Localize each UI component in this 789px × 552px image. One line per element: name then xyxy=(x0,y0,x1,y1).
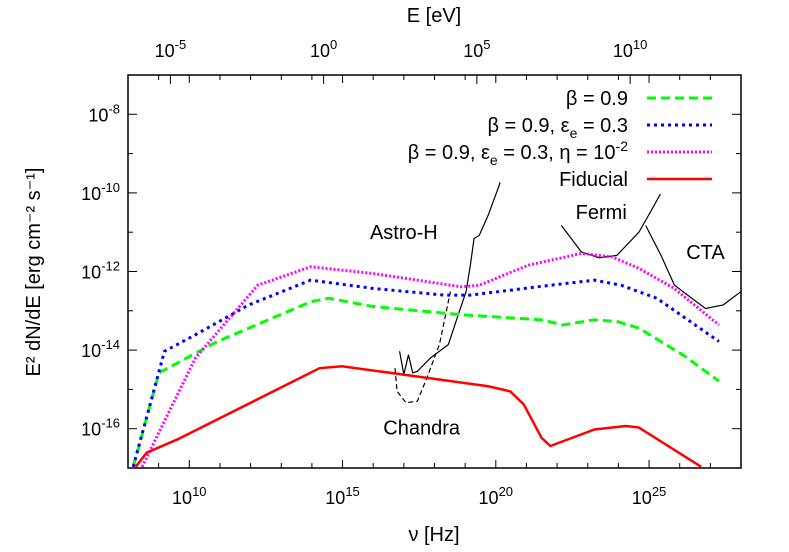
sensitivity-label-cta: CTA xyxy=(686,242,725,264)
y-axis-label: E² dN/dE [erg cm⁻² s⁻¹] xyxy=(23,168,45,377)
x-tick-label: 1020 xyxy=(479,484,514,508)
sensitivity-curve-cta xyxy=(645,225,741,310)
y-tick-label: 10-14 xyxy=(81,337,120,361)
series-line-0 xyxy=(131,296,720,468)
top-axis-label: E [eV] xyxy=(407,5,461,27)
sensitivity-curve-chandra xyxy=(394,291,452,404)
series-line-2 xyxy=(140,251,720,468)
legend: β = 0.9 β = 0.9, εe = 0.3β = 0.9, εe = 0.… xyxy=(408,88,712,191)
x2-tick-label: 105 xyxy=(463,37,490,61)
curves-layer: Astro-H Chandra Fermi CTA xyxy=(131,182,741,468)
legend-label-0: β = 0.9 xyxy=(566,88,628,110)
x-tick-label: 1010 xyxy=(172,484,207,508)
x2-tick-label: 100 xyxy=(310,37,337,61)
y-tick-label: 10-8 xyxy=(88,101,120,125)
x2-tick-label: 10-5 xyxy=(155,37,187,61)
x2-tick-label: 1010 xyxy=(613,37,648,61)
plot-frame xyxy=(127,74,742,469)
legend-label-1: β = 0.9, εe = 0.3 xyxy=(487,115,628,141)
legend-label-3: Fiducial xyxy=(559,169,628,191)
series-line-1 xyxy=(131,278,720,468)
x-tick-label: 1025 xyxy=(632,484,667,508)
sensitivity-label-fermi: Fermi xyxy=(576,202,627,224)
x-axis-label: ν [Hz] xyxy=(408,524,459,546)
y-tick-label: 10-10 xyxy=(81,180,120,204)
sensitivity-curve-astroh xyxy=(398,182,501,375)
y-tick-label: 10-16 xyxy=(81,416,120,440)
ticks-layer: 1010 1015 1020 1025 10-5 100 105 1010 10-8 10-10 1… xyxy=(81,37,741,508)
legend-label-2: β = 0.9, εe = 0.3, η = 10-2 xyxy=(408,138,628,168)
sensitivity-label-astroh: Astro-H xyxy=(370,222,438,244)
sensitivity-label-chandra: Chandra xyxy=(383,418,461,440)
y-tick-label: 10-12 xyxy=(81,259,120,283)
sensitivity-curve-fermi xyxy=(560,193,661,259)
series-line-3 xyxy=(134,364,702,468)
x-tick-label: 1015 xyxy=(325,484,360,508)
